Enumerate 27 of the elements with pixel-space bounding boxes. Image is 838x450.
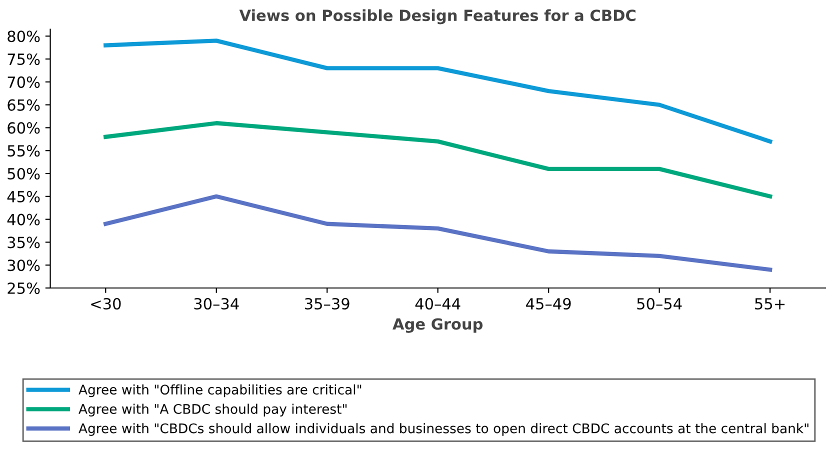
x-tick-label: <30 [91, 298, 121, 310]
chart-title: Views on Possible Design Features for a CBDC [239, 9, 636, 24]
legend-label: Agree with "CBDCs should allow individuals and businesses to open direct CBDC accounts at the central bank" [78, 423, 808, 436]
legend-label: Agree with "Offline capabilities are critical" [78, 384, 362, 398]
y-tick-label: 30% [8, 260, 40, 272]
y-tick-label: 75% [8, 53, 40, 66]
x-tick-label: 45–49 [526, 298, 571, 310]
x-tick-label: 30–34 [194, 298, 239, 310]
y-tick-label: 40% [7, 214, 40, 226]
y-tick-label: 25% [8, 282, 40, 294]
x-tick-label: 55+ [755, 298, 785, 310]
line-series [104, 121, 772, 198]
y-tick-label: 65% [8, 99, 40, 111]
y-tick-label: 80% [8, 30, 40, 42]
x-tick-label: 35–39 [305, 298, 350, 310]
line-series [104, 194, 772, 272]
line-series [104, 38, 772, 144]
y-tick-label: 35% [8, 236, 40, 248]
y-tick-label: 70% [8, 76, 40, 88]
legend-label: Agree with "A CBDC should pay interest" [78, 404, 347, 417]
y-tick-label: 45% [7, 190, 40, 202]
x-axis-title: Age Group [392, 318, 483, 333]
y-tick-label: 60% [8, 122, 40, 134]
x-tick-label: 50–54 [637, 298, 682, 310]
y-tick-label: 55% [8, 145, 40, 157]
x-tick-label: 40–44 [415, 298, 460, 310]
y-tick-label: 50% [8, 168, 40, 180]
